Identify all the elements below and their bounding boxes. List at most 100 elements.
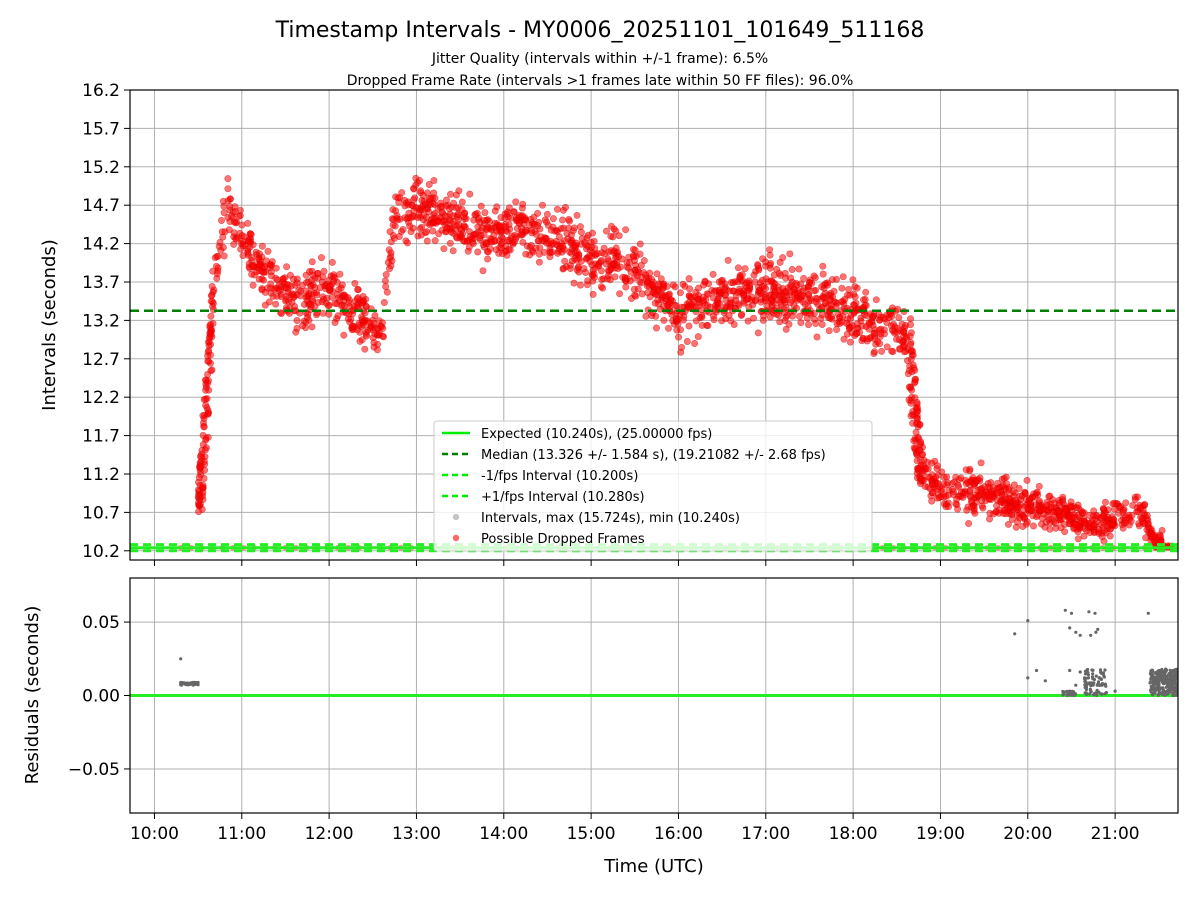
dropped-frame-point — [609, 260, 617, 268]
dropped-frame-point — [895, 314, 903, 322]
dropped-frame-point — [1072, 504, 1080, 512]
dropped-frame-point — [391, 207, 399, 215]
dropped-frame-point — [248, 254, 256, 262]
dropped-frame-point — [630, 274, 638, 282]
dropped-frame-point — [1106, 519, 1114, 527]
time-x-tick-label: 19:00 — [916, 824, 965, 844]
dropped-frame-point — [976, 474, 984, 482]
dropped-frame-point — [851, 331, 859, 339]
residual-point — [1084, 687, 1088, 692]
dropped-frame-point — [420, 211, 428, 219]
dropped-frame-point — [838, 284, 846, 292]
dropped-frame-point — [738, 310, 746, 318]
dropped-frame-point — [1023, 518, 1031, 526]
dropped-frame-point — [446, 239, 454, 247]
dropped-frame-point — [331, 274, 339, 282]
dropped-frame-point — [804, 283, 812, 291]
dropped-frame-point — [460, 223, 468, 231]
dropped-frame-point — [359, 297, 367, 305]
dropped-frame-point — [337, 302, 345, 310]
dropped-frame-point — [870, 348, 878, 356]
dropped-frame-point — [1061, 528, 1069, 536]
dropped-frame-point — [655, 287, 663, 295]
residual-point — [1026, 676, 1030, 680]
dropped-frame-point — [704, 290, 712, 298]
dropped-frame-point — [258, 242, 266, 250]
dropped-frame-point — [519, 200, 527, 208]
residual-point — [1061, 692, 1066, 697]
dropped-frame-point — [1046, 525, 1054, 533]
dropped-frame-point — [383, 288, 391, 296]
dropped-frame-point — [1135, 522, 1143, 530]
dropped-frame-point — [1098, 533, 1106, 541]
dropped-frame-point — [498, 238, 506, 246]
dropped-frame-point — [466, 190, 474, 198]
dropped-frame-point — [220, 202, 228, 210]
dropped-frame-point — [535, 250, 543, 258]
dropped-frame-point — [609, 233, 617, 241]
dropped-frame-point — [200, 395, 208, 403]
dropped-frame-point — [340, 331, 348, 339]
dropped-frame-point — [351, 279, 359, 287]
chart-title: Timestamp Intervals - MY0006_20251101_10… — [275, 18, 925, 43]
dropped-frame-point — [989, 484, 997, 492]
dropped-frame-point — [535, 258, 543, 266]
dropped-frame-point — [474, 248, 482, 256]
dropped-frame-point — [766, 246, 774, 254]
dropped-frame-point — [921, 482, 929, 490]
residual-point — [1084, 676, 1088, 680]
residual-point — [1065, 689, 1069, 693]
dropped-frame-point — [1004, 495, 1012, 503]
residual-point — [1095, 688, 1099, 693]
dropped-frame-point — [202, 401, 210, 409]
dropped-frame-point — [197, 471, 205, 479]
dropped-frame-point — [1157, 532, 1165, 540]
residual-point — [1087, 610, 1091, 614]
dropped-frame-point — [283, 263, 291, 271]
dropped-frame-point — [279, 275, 287, 283]
dropped-frame-point — [521, 216, 529, 224]
dropped-frame-point — [932, 473, 940, 481]
intervals-axes-frame — [129, 89, 1179, 561]
dropped-frame-point — [654, 300, 662, 308]
dropped-frame-point — [938, 468, 946, 476]
dropped-frame-point — [644, 289, 652, 297]
dropped-frame-point — [302, 293, 310, 301]
dropped-frame-point — [653, 270, 661, 278]
residual-point — [1063, 608, 1067, 612]
dropped-frame-point — [729, 279, 737, 287]
dropped-frame-point — [950, 478, 958, 486]
time-x-tick-label: 14:00 — [479, 824, 528, 844]
dropped-frame-point — [955, 483, 963, 491]
dropped-frame-point — [288, 290, 296, 298]
intervals-y-tick-label: 14.2 — [82, 235, 120, 255]
residual-point — [1156, 674, 1160, 678]
residual-point — [1034, 668, 1039, 673]
dropped-frame-point — [460, 213, 468, 221]
dropped-frame-point — [616, 290, 624, 298]
dropped-frame-point — [917, 438, 925, 446]
residual-point — [1100, 682, 1104, 686]
residual-point — [179, 657, 183, 661]
residual-point — [1094, 674, 1098, 678]
dropped-frame-point — [204, 352, 212, 360]
dropped-frame-point — [1100, 506, 1108, 514]
dropped-frame-point — [309, 281, 317, 289]
residual-point — [1094, 630, 1098, 634]
dropped-frame-point — [446, 190, 454, 198]
dropped-frame-point — [588, 261, 596, 269]
residual-point — [1151, 691, 1155, 695]
dropped-frame-point — [629, 245, 637, 253]
dropped-frame-point — [590, 237, 598, 245]
dropped-frame-point — [198, 446, 206, 454]
residual-point — [1091, 677, 1095, 681]
dropped-frame-point — [818, 311, 826, 319]
dropped-frame-point — [1127, 517, 1135, 525]
dropped-frame-point — [691, 339, 699, 347]
dropped-frame-point — [316, 284, 324, 292]
dropped-frame-point — [652, 324, 660, 332]
dropped-frame-point — [220, 252, 228, 260]
dropped-frame-point — [452, 191, 460, 199]
residual-point — [1088, 692, 1092, 696]
dropped-frame-point — [484, 255, 492, 263]
